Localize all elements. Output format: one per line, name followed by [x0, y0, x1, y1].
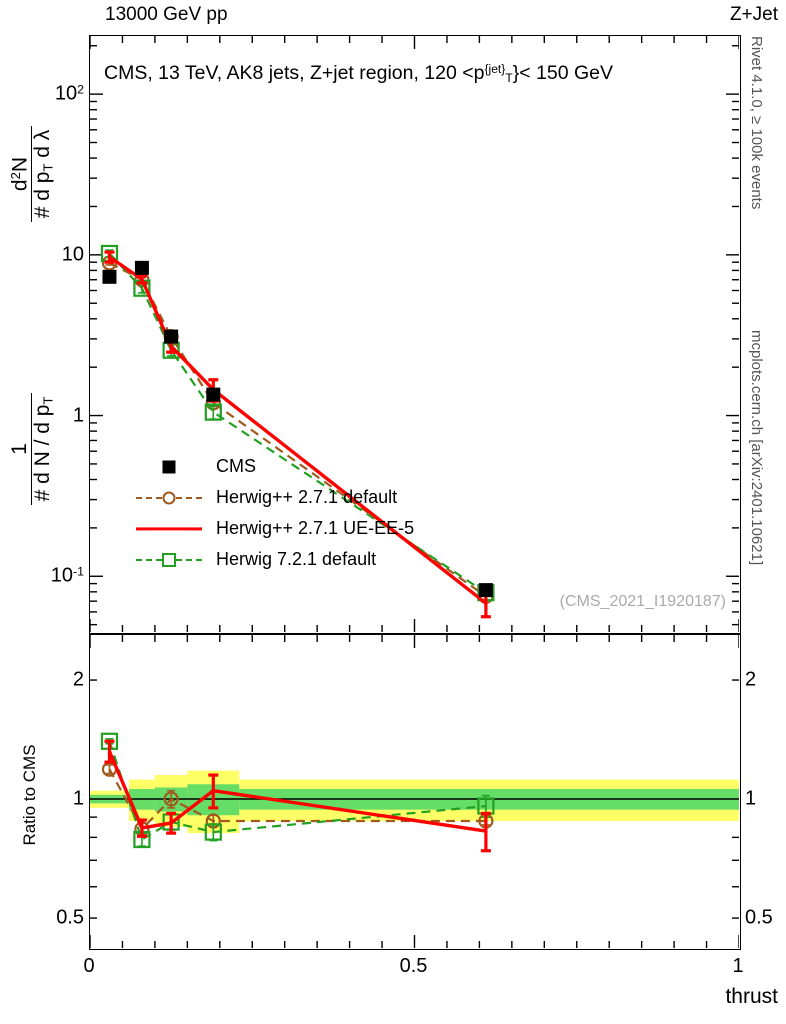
- main-y-tick-1: 10: [61, 243, 84, 266]
- main-y-tick-2: 1: [72, 404, 84, 427]
- plot-title-sub: T: [505, 71, 513, 86]
- main-y-tick-0: 102: [54, 82, 84, 105]
- main-plot-canvas: [90, 36, 739, 632]
- legend: CMS Herwig++ 2.7.1 default Herwig++ 2.7.…: [132, 451, 414, 575]
- ratio-y-tick-labels: 2 1 0.5: [0, 634, 84, 950]
- main-plot-panel[interactable]: CMS, 13 TeV, AK8 jets, Z+jet region, 120…: [89, 35, 741, 634]
- plot-title-sup: {jet}: [484, 62, 506, 76]
- header-left-label: 13000 GeV pp: [105, 4, 228, 25]
- x-tick-0: 0: [83, 955, 95, 977]
- plot-title-tail: }< 150 GeV: [512, 62, 614, 85]
- ratio-plot-canvas: [90, 635, 739, 948]
- x-tick-2: 1: [732, 955, 744, 977]
- ratio-plot-panel[interactable]: [89, 634, 741, 950]
- legend-item-herwig7-default[interactable]: Herwig 7.2.1 default: [132, 544, 414, 575]
- ratio-y-tick-left-0: 2: [72, 668, 84, 691]
- legend-key-cms: [132, 455, 206, 479]
- legend-key-herwigpp-default: [132, 486, 206, 510]
- header-right-label: Z+Jet: [729, 4, 778, 25]
- ratio-y-tick-right-1: 1: [745, 787, 757, 810]
- ratio-y-tick-right-0: 2: [745, 668, 757, 691]
- ratio-y-tick-left-2: 0.5: [56, 906, 84, 929]
- ratio-y-tick-right-2: 0.5: [745, 906, 773, 929]
- x-axis-label: thrust: [725, 985, 778, 1008]
- x-tick-labels: 0 0.5 1: [83, 955, 744, 981]
- legend-item-cms[interactable]: CMS: [132, 451, 414, 482]
- legend-label-herwigpp-ueee5: Herwig++ 2.7.1 UE-EE-5: [216, 518, 415, 538]
- plot-title-text: CMS, 13 TeV, AK8 jets, Z+jet region, 120…: [104, 62, 485, 85]
- legend-label-herwigpp-default: Herwig++ 2.7.1 default: [216, 487, 398, 507]
- legend-key-herwigpp-ueee5: [132, 517, 206, 541]
- ratio-y-tick-labels-right: 2 1 0.5: [745, 634, 786, 950]
- mcplots-source-caption: mcplots.cern.ch [arXiv:2401.10621]: [748, 330, 765, 566]
- legend-item-herwigpp-ueee5[interactable]: Herwig++ 2.7.1 UE-EE-5: [132, 513, 414, 544]
- legend-label-cms: CMS: [216, 456, 256, 476]
- series-herwig-2-7-1-ue-ee-5: [104, 739, 491, 853]
- x-tick-1: 0.5: [399, 955, 428, 977]
- rivet-version-caption: Rivet 4.1.0, ≥ 100k events: [748, 36, 765, 210]
- legend-label-herwig7-default: Herwig 7.2.1 default: [216, 549, 377, 569]
- legend-key-herwig7-default: [132, 548, 206, 572]
- series-cms-points: [102, 260, 493, 598]
- ratio-y-tick-left-1: 1: [72, 787, 84, 810]
- main-y-tick-3: 10-1: [50, 564, 84, 587]
- main-y-tick-labels: 102 10 1 10-1: [0, 35, 84, 634]
- legend-item-herwigpp-default[interactable]: Herwig++ 2.7.1 default: [132, 482, 414, 513]
- plot-title: CMS, 13 TeV, AK8 jets, Z+jet region, 120…: [104, 62, 613, 85]
- analysis-id-watermark: (CMS_2021_I1920187): [559, 593, 726, 610]
